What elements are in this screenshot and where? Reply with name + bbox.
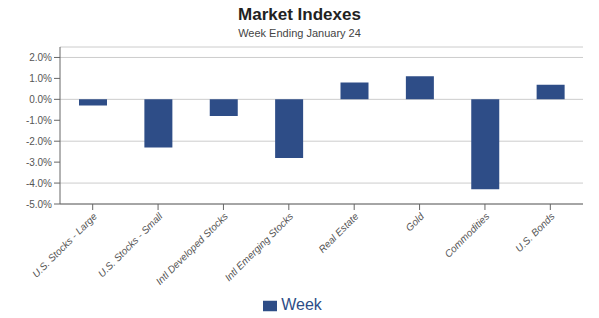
svg-text:Intl Emerging Stocks: Intl Emerging Stocks xyxy=(223,211,296,284)
svg-text:Gold: Gold xyxy=(403,210,426,233)
svg-text:2.0%: 2.0% xyxy=(29,52,52,63)
html-text:Week Ending January 24: Week Ending January 24 xyxy=(238,27,361,39)
svg-text:-5.0%: -5.0% xyxy=(26,199,52,210)
svg-text:0.0%: 0.0% xyxy=(29,94,52,105)
svg-text:-1.0%: -1.0% xyxy=(26,115,52,126)
html-text:Market Indexes: Market Indexes xyxy=(238,5,361,24)
svg-text:Commodities: Commodities xyxy=(442,211,491,260)
svg-text:-3.0%: -3.0% xyxy=(26,157,52,168)
svg-text:1.0%: 1.0% xyxy=(29,73,52,84)
svg-text:-4.0%: -4.0% xyxy=(26,178,52,189)
svg-text:U.S. Bonds: U.S. Bonds xyxy=(513,211,557,255)
svg-text:U.S. Stocks - Small: U.S. Stocks - Small xyxy=(96,210,165,279)
svg-text:U.S. Stocks - Large: U.S. Stocks - Large xyxy=(30,210,99,279)
html-text:Week: Week xyxy=(281,296,322,313)
svg-text:Intl Developed Stocks: Intl Developed Stocks xyxy=(154,211,230,287)
svg-text:-2.0%: -2.0% xyxy=(26,136,52,147)
svg-text:Real Estate: Real Estate xyxy=(316,210,361,255)
